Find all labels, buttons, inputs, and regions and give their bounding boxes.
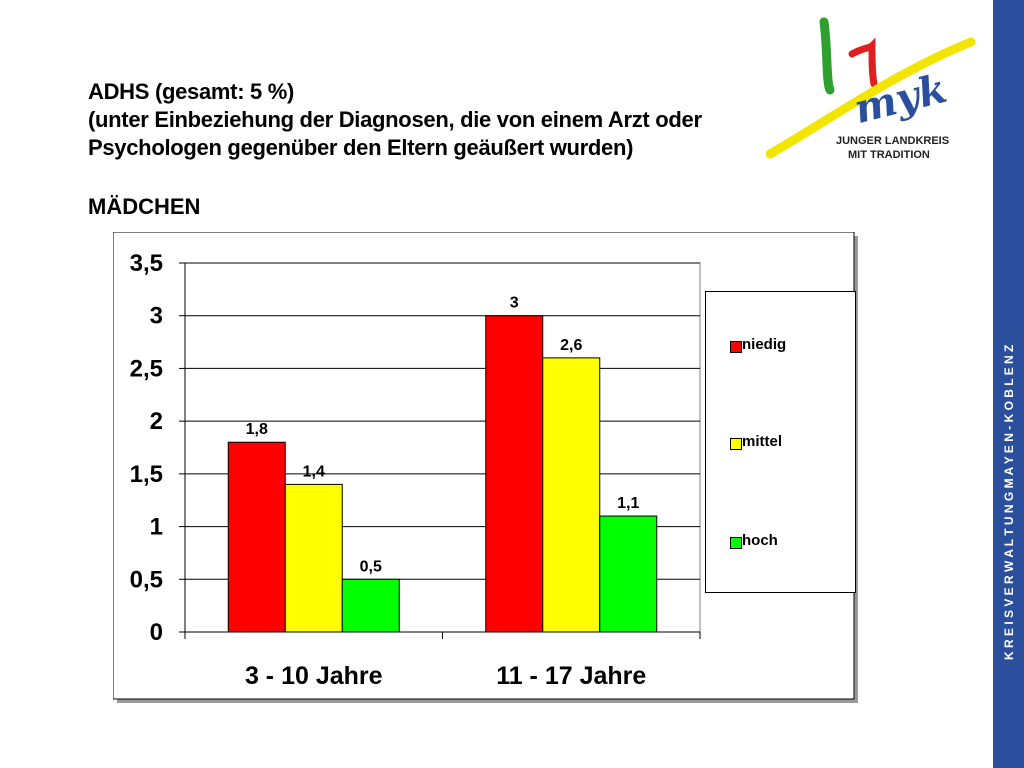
title-line-2: (unter Einbeziehung der Diagnosen, die v… <box>88 107 702 132</box>
title-line-1: ADHS (gesamt: 5 %) <box>88 79 295 104</box>
legend-label-niedig: niedig <box>742 336 787 353</box>
y-tick-label: 3,5 <box>130 250 163 277</box>
data-label: 1,1 <box>617 495 639 512</box>
legend-label-mittel: mittel <box>742 433 783 450</box>
legend-swatch-mittel <box>730 438 742 450</box>
legend-item-niedig: niedig <box>730 336 787 353</box>
chart-legend: niedig mittel hoch <box>705 291 856 593</box>
myk-logo: myk JUNGER LANDKREIS MIT TRADITION <box>766 17 976 161</box>
legend-label-hoch: hoch <box>742 532 778 549</box>
x-category-label: 11 - 17 Jahre <box>496 662 646 690</box>
sidebar-text: K R E I S V E R W A L T U N G M A Y E N … <box>1002 345 1016 660</box>
bar-mittel <box>284 483 343 633</box>
data-label: 1,4 <box>303 463 325 480</box>
logo-green-stroke <box>819 17 835 95</box>
sidebar-text-svg: K R E I S V E R W A L T U N G M A Y E N … <box>1002 345 1016 660</box>
bar-niedig <box>227 441 286 633</box>
x-category-label: 3 - 10 Jahre <box>245 662 383 690</box>
title-line-3: Psychologen gegenüber den Eltern geäußer… <box>88 135 634 160</box>
logo-mark: myk <box>849 65 951 133</box>
bar-niedig <box>485 315 544 633</box>
logo-yellow-swoosh <box>766 37 976 159</box>
chart-title: ADHS (gesamt: 5 %) (unter Einbeziehung d… <box>88 78 702 162</box>
data-label: 2,6 <box>560 337 582 354</box>
legend-swatch-hoch <box>730 537 742 549</box>
y-tick-label: 3 <box>150 303 163 330</box>
sidebar-banner <box>993 0 1024 768</box>
legend-item-hoch: hoch <box>730 532 778 549</box>
y-tick-label: 2 <box>150 408 163 435</box>
data-label: 0,5 <box>360 558 382 575</box>
y-tick-label: 2,5 <box>130 355 163 382</box>
logo-red-one <box>848 37 878 88</box>
bar-chart: 0 0,5 1 1,5 2 2,5 3 3,5 1,8 1,4 0,5 3 - 10 Jahre 3 2,… <box>113 232 858 703</box>
y-tick-label: 1,5 <box>130 461 163 488</box>
y-tick-label: 0 <box>150 619 163 646</box>
data-label: 1,8 <box>246 421 268 438</box>
logo-line-2: MIT TRADITION <box>848 149 930 161</box>
bar-hoch <box>599 515 658 633</box>
bar-mittel <box>542 357 601 633</box>
y-tick-label: 0,5 <box>130 566 163 593</box>
logo-line-1: JUNGER LANDKREIS <box>836 135 949 147</box>
chart-subtitle: MÄDCHEN <box>88 194 201 219</box>
data-label: 3 <box>510 295 519 312</box>
legend-swatch-niedig <box>730 341 742 353</box>
bar-hoch <box>341 578 400 633</box>
y-tick-label: 1 <box>150 514 163 541</box>
legend-item-mittel: mittel <box>730 433 783 450</box>
